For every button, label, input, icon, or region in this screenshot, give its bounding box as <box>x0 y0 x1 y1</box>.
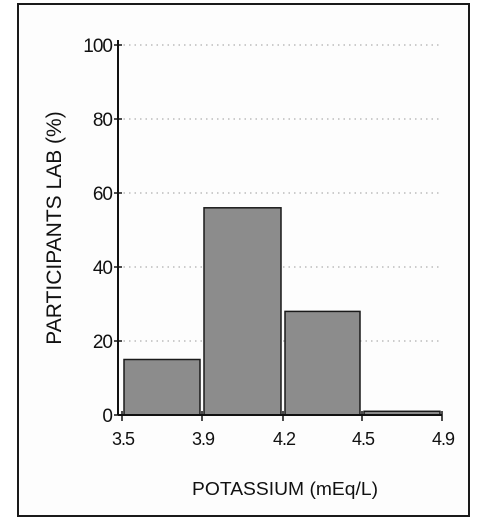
bar <box>284 310 361 416</box>
axes <box>117 40 442 416</box>
x-tick-label: 3.5 <box>112 429 135 449</box>
y-ticks: 0 20 40 60 80 100 <box>83 36 122 427</box>
x-ticks: 3.5 3.9 4.2 4.5 4.9 <box>112 411 456 449</box>
y-tick-label: 80 <box>93 110 113 131</box>
x-tick-label: 4.2 <box>273 429 296 449</box>
y-tick-label: 60 <box>93 184 113 205</box>
y-tick-label: 0 <box>102 406 112 427</box>
x-tick-label: 4.5 <box>352 429 375 449</box>
bar <box>123 358 201 416</box>
x-axis-title: POTASSIUM (mEq/L) <box>192 479 378 499</box>
x-tick-label: 4.9 <box>432 429 455 449</box>
bar <box>203 207 282 416</box>
x-tick-label: 3.9 <box>192 429 215 449</box>
y-tick-label: 40 <box>93 258 113 279</box>
y-axis-title: PARTICIPANTS LAB (%) <box>43 111 66 344</box>
y-tick-label: 20 <box>93 332 113 353</box>
bars <box>123 207 441 416</box>
y-tick-label: 100 <box>83 36 112 57</box>
grid-lines <box>118 44 442 342</box>
